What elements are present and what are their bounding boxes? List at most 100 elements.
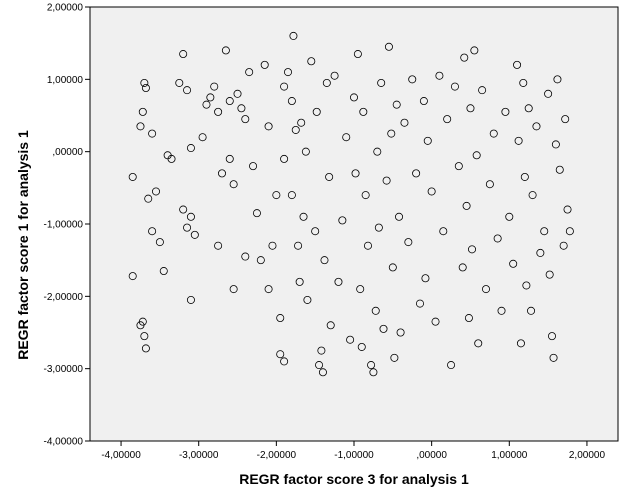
data-point (351, 169, 360, 178)
data-point (379, 324, 388, 333)
y-tick-label: -1,00000 (44, 220, 84, 231)
data-point (396, 328, 405, 337)
data-point (179, 205, 188, 214)
data-point (505, 212, 514, 221)
data-point (454, 162, 463, 171)
data-point (466, 104, 475, 113)
data-point (349, 93, 358, 102)
data-point (221, 46, 230, 55)
data-point (151, 187, 160, 196)
data-point (179, 50, 188, 59)
data-point (264, 122, 273, 131)
data-point (311, 227, 320, 236)
data-point (519, 78, 528, 87)
data-point (359, 107, 368, 116)
data-point (330, 71, 339, 80)
data-point (214, 107, 223, 116)
data-point (390, 353, 399, 362)
data-point (225, 97, 234, 106)
data-point (210, 82, 219, 91)
data-point (325, 172, 334, 181)
data-point (408, 75, 417, 84)
data-point (190, 230, 199, 239)
data-point (421, 274, 430, 283)
data-point (536, 248, 545, 257)
data-point (297, 118, 306, 127)
data-point (159, 267, 168, 276)
data-point (326, 321, 335, 330)
data-point (478, 86, 487, 95)
data-point (334, 277, 343, 286)
data-point (291, 125, 300, 134)
data-point (342, 133, 351, 142)
data-point (249, 162, 258, 171)
data-point (353, 50, 362, 59)
data-point (241, 115, 250, 124)
data-point (528, 191, 537, 200)
data-point (128, 172, 137, 181)
x-tick-label: -1,00000 (334, 450, 374, 461)
data-point (387, 129, 396, 138)
data-point (186, 295, 195, 304)
data-point (198, 133, 207, 142)
data-point (141, 84, 150, 93)
data-point (301, 147, 310, 156)
y-tick-label: ,00000 (52, 147, 83, 158)
data-point (460, 53, 469, 62)
data-point (497, 306, 506, 315)
data-point (237, 104, 246, 113)
data-point (272, 191, 281, 200)
data-point (447, 361, 456, 370)
data-point (148, 129, 157, 138)
data-point (369, 368, 378, 377)
data-point (395, 212, 404, 221)
data-point (419, 97, 428, 106)
plot-area (89, 6, 619, 442)
data-point (260, 60, 269, 69)
y-axis: -4,00000 -3,00000 -2,00000 -1,00000 ,00000 1,… (44, 3, 90, 448)
data-point (148, 227, 157, 236)
data-point (276, 350, 285, 359)
y-tick-label: 1,00000 (47, 75, 84, 86)
data-point (312, 107, 321, 116)
data-point (382, 176, 391, 185)
data-point (155, 238, 164, 247)
data-point (540, 227, 549, 236)
data-point (423, 136, 432, 145)
data-point (412, 169, 421, 178)
data-point (280, 82, 289, 91)
data-point (524, 104, 533, 113)
data-point (280, 154, 289, 163)
x-tick-label: 1,00000 (491, 450, 528, 461)
data-point (167, 154, 176, 163)
data-point (183, 223, 192, 232)
data-point (563, 205, 572, 214)
data-point (183, 86, 192, 95)
data-point (493, 234, 502, 243)
data-point (489, 129, 498, 138)
data-point (140, 332, 149, 341)
data-point (136, 122, 145, 131)
x-tick-label: -2,00000 (257, 450, 297, 461)
data-point (317, 346, 326, 355)
data-point (462, 201, 471, 210)
data-point (373, 147, 382, 156)
data-point (549, 353, 558, 362)
data-point (481, 285, 490, 294)
data-point (186, 144, 195, 153)
data-point (514, 136, 523, 145)
data-point (245, 68, 254, 77)
data-point (464, 314, 473, 323)
data-point (468, 245, 477, 254)
data-point (294, 241, 303, 250)
data-point (551, 140, 560, 149)
data-point (435, 71, 444, 80)
data-point (561, 115, 570, 124)
data-point (427, 187, 436, 196)
y-tick-label: -2,00000 (44, 292, 84, 303)
data-point (559, 241, 568, 250)
data-point (128, 272, 137, 281)
data-point (520, 172, 529, 181)
data-point (388, 263, 397, 272)
